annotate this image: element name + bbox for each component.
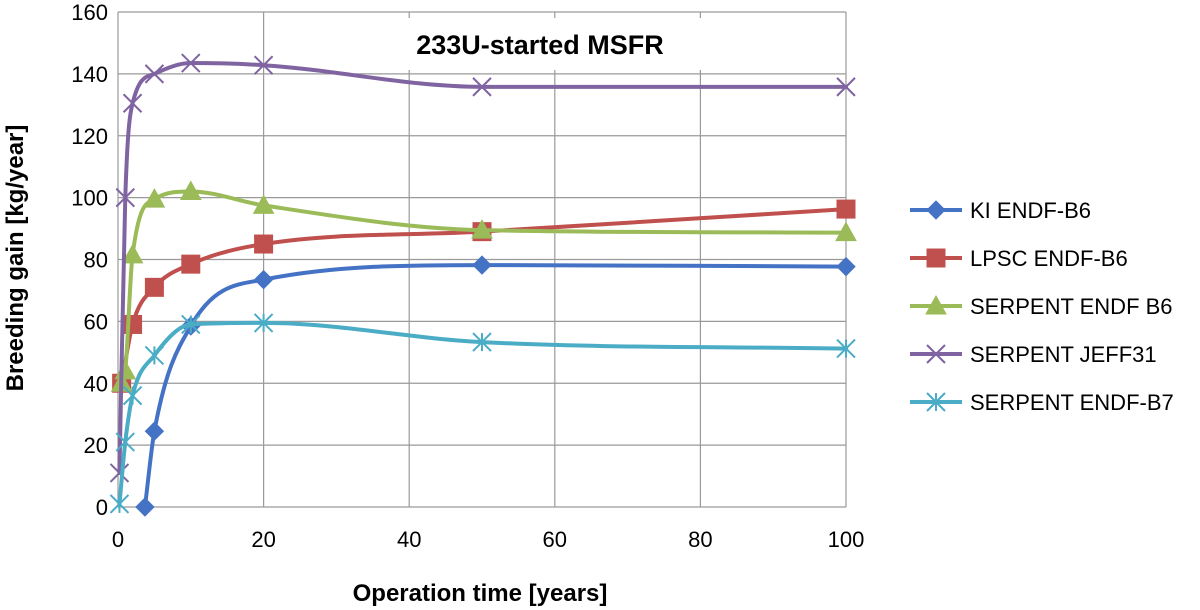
x-tick-label: 40	[397, 527, 421, 552]
series-line-serpent-endf-b6	[119, 189, 848, 386]
legend-label: LPSC ENDF-B6	[970, 246, 1128, 271]
series-serpent-jeff31	[109, 53, 856, 483]
y-tick-label: 40	[84, 371, 108, 396]
legend-label: KI ENDF-B6	[970, 198, 1091, 223]
data-point-serpent-jeff31	[109, 463, 130, 483]
data-point-serpent-endf-b7	[122, 385, 143, 406]
legend-item-lpsc-endf-b6: LPSC ENDF-B6	[910, 246, 1128, 271]
y-tick-label: 80	[84, 248, 108, 273]
data-point-serpent-endf-b6	[252, 194, 275, 214]
legend-label: SERPENT ENDF B6	[970, 294, 1173, 319]
legend-marker	[926, 344, 946, 364]
y-tick-label: 100	[71, 186, 108, 211]
marker-stroke	[144, 64, 165, 84]
data-point-serpent-endf-b7	[472, 332, 492, 352]
chart-title-background	[345, 18, 735, 70]
marker-stroke	[115, 187, 135, 208]
data-point-serpent-endf-b6	[179, 180, 202, 200]
marker-stroke	[109, 463, 130, 483]
data-point-ki-endf-b6	[836, 256, 856, 277]
y-tick-label: 60	[84, 309, 108, 334]
marker-stroke	[253, 55, 274, 75]
data-point-serpent-jeff31	[836, 77, 856, 97]
data-point-serpent-jeff31	[253, 55, 274, 75]
x-tick-label: 0	[112, 527, 124, 552]
y-tick-label: 0	[96, 495, 108, 520]
x-tick-label: 60	[543, 527, 567, 552]
y-tick-label: 140	[71, 62, 108, 87]
data-point-serpent-endf-b6	[121, 243, 144, 264]
legend-marker	[925, 294, 947, 315]
marker-stroke	[472, 77, 492, 97]
legend-item-serpent-jeff31: SERPENT JEFF31	[910, 342, 1157, 367]
marker-stroke	[181, 53, 201, 73]
data-point-serpent-jeff31	[115, 187, 135, 208]
y-tick-label: 20	[84, 433, 108, 458]
data-point-ki-endf-b6	[472, 255, 492, 275]
series-serpent-endf-b6	[110, 180, 857, 392]
legend-item-serpent-endf-b6: SERPENT ENDF B6	[910, 294, 1173, 319]
data-point-serpent-endf-b6	[835, 221, 857, 242]
data-point-ki-endf-b6	[135, 497, 155, 517]
y-tick-label: 120	[71, 124, 108, 149]
legend: KI ENDF-B6 LPSC ENDF-B6 SERPENT ENDF B6 SER…	[910, 198, 1174, 415]
legend-marker	[926, 392, 946, 412]
data-point-serpent-endf-b7	[181, 314, 201, 335]
data-point-serpent-endf-b7	[115, 432, 135, 452]
series-line-ki-endf-b6	[142, 263, 848, 509]
series-layer	[109, 53, 857, 517]
marker-stroke	[926, 344, 946, 364]
data-point-serpent-jeff31	[144, 64, 165, 84]
x-tick-label: 80	[688, 527, 712, 552]
data-point-serpent-endf-b7	[109, 494, 130, 514]
data-point-serpent-endf-b6	[143, 188, 166, 208]
legend-marker	[926, 248, 946, 268]
x-tick-label: 100	[828, 527, 865, 552]
y-tick-label: 160	[71, 0, 108, 25]
data-point-serpent-jeff31	[472, 77, 492, 97]
legend-marker	[926, 200, 946, 220]
series-serpent-endf-b7	[109, 313, 856, 514]
data-point-serpent-jeff31	[122, 93, 143, 113]
data-point-lpsc-endf-b6	[836, 199, 856, 219]
data-point-serpent-endf-b7	[144, 345, 165, 366]
data-point-ki-endf-b6	[253, 269, 274, 290]
x-axis-title: Operation time [years]	[353, 580, 608, 607]
marker-stroke	[122, 93, 143, 113]
series-line-serpent-endf-b7	[117, 320, 848, 506]
data-point-serpent-endf-b6	[471, 219, 493, 239]
legend-label: SERPENT JEFF31	[970, 342, 1157, 367]
tick-labels: 0 20 40 60 80 100 120 140 160 0 20 40 60 80 100	[71, 0, 864, 552]
data-point-lpsc-endf-b6	[181, 254, 201, 274]
series-ki-endf-b6	[135, 255, 856, 517]
x-tick-label: 20	[251, 527, 275, 552]
data-point-lpsc-endf-b6	[254, 234, 274, 254]
legend-item-ki-endf-b6: KI ENDF-B6	[910, 198, 1091, 223]
data-point-serpent-endf-b7	[836, 338, 856, 359]
data-point-serpent-endf-b7	[253, 313, 274, 333]
marker-stroke	[836, 77, 856, 97]
chart-title: 233U-started MSFR	[416, 30, 664, 60]
y-axis-title: Breeding gain [kg/year]	[2, 125, 29, 392]
data-point-ki-endf-b6	[144, 421, 165, 441]
data-point-lpsc-endf-b6	[144, 277, 164, 297]
legend-label: SERPENT ENDF-B7	[970, 390, 1174, 415]
legend-item-serpent-endf-b7: SERPENT ENDF-B7	[910, 390, 1174, 415]
data-point-serpent-jeff31	[181, 53, 201, 73]
